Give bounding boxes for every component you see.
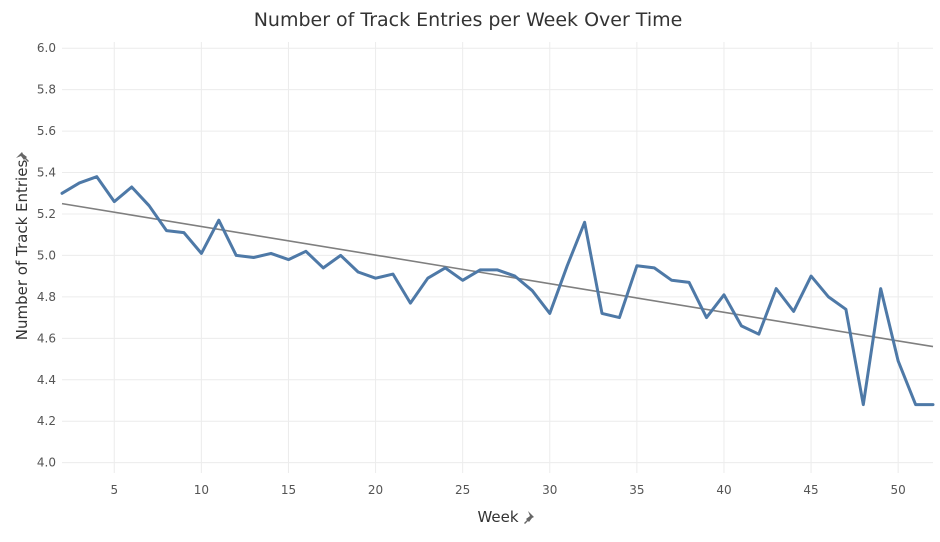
pin-icon bbox=[524, 511, 534, 524]
y-tick-label: 5.2 bbox=[37, 207, 56, 221]
series-line bbox=[60, 175, 935, 407]
y-tick-label: 4.8 bbox=[37, 290, 56, 304]
y-tick-label: 5.6 bbox=[37, 124, 56, 138]
y-tick-label: 4.0 bbox=[37, 456, 56, 470]
x-tick-label: 25 bbox=[455, 483, 470, 497]
y-tick-label: 5.4 bbox=[37, 166, 56, 180]
y-tick-label: 6.0 bbox=[37, 41, 56, 55]
x-tick-label: 10 bbox=[194, 483, 209, 497]
x-tick-label: 35 bbox=[629, 483, 644, 497]
trend-line bbox=[61, 202, 934, 348]
x-tick-label: 15 bbox=[281, 483, 296, 497]
y-axis-label: Number of Track Entries bbox=[13, 160, 31, 341]
x-tick-label: 40 bbox=[716, 483, 731, 497]
pin-icon bbox=[16, 152, 29, 162]
y-tick-label: 5.0 bbox=[37, 248, 56, 262]
grid bbox=[62, 42, 933, 473]
chart-title: Number of Track Entries per Week Over Ti… bbox=[254, 9, 683, 31]
x-tick-label: 5 bbox=[110, 483, 118, 497]
x-axis-ticks: 5 10 15 20 25 30 35 40 45 50 bbox=[110, 483, 905, 497]
y-tick-label: 5.8 bbox=[37, 83, 56, 97]
x-axis-label: Week bbox=[477, 508, 518, 526]
x-tick-label: 50 bbox=[891, 483, 906, 497]
x-tick-label: 45 bbox=[803, 483, 818, 497]
y-axis-ticks: 4.0 4.2 4.4 4.6 4.8 5.0 5.2 5.4 5.6 5.8 6.0 bbox=[37, 41, 56, 469]
y-tick-label: 4.6 bbox=[37, 331, 56, 345]
y-tick-label: 4.4 bbox=[37, 373, 56, 387]
y-tick-label: 4.2 bbox=[37, 414, 56, 428]
x-tick-label: 20 bbox=[368, 483, 383, 497]
x-tick-label: 30 bbox=[542, 483, 557, 497]
